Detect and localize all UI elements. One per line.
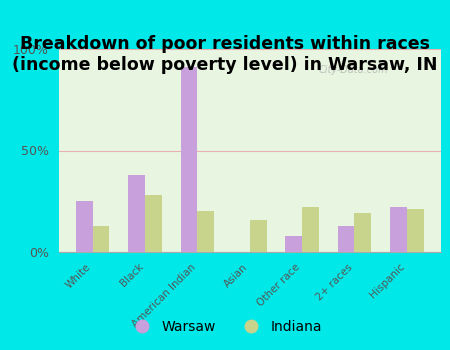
Bar — [338, 226, 355, 252]
Bar — [76, 201, 93, 252]
Bar — [128, 175, 145, 252]
Text: City-Data.com: City-Data.com — [319, 65, 388, 75]
Legend: Warsaw, Indiana: Warsaw, Indiana — [123, 314, 327, 340]
Bar — [390, 207, 407, 252]
Bar — [145, 195, 162, 252]
Bar — [250, 219, 266, 252]
Bar — [302, 207, 319, 252]
Bar — [407, 209, 423, 252]
Bar — [180, 67, 198, 252]
Bar — [198, 211, 214, 252]
Bar — [355, 214, 371, 252]
Text: Breakdown of poor residents within races
(income below poverty level) in Warsaw,: Breakdown of poor residents within races… — [12, 35, 438, 74]
Bar — [93, 226, 109, 252]
Bar — [285, 236, 302, 252]
